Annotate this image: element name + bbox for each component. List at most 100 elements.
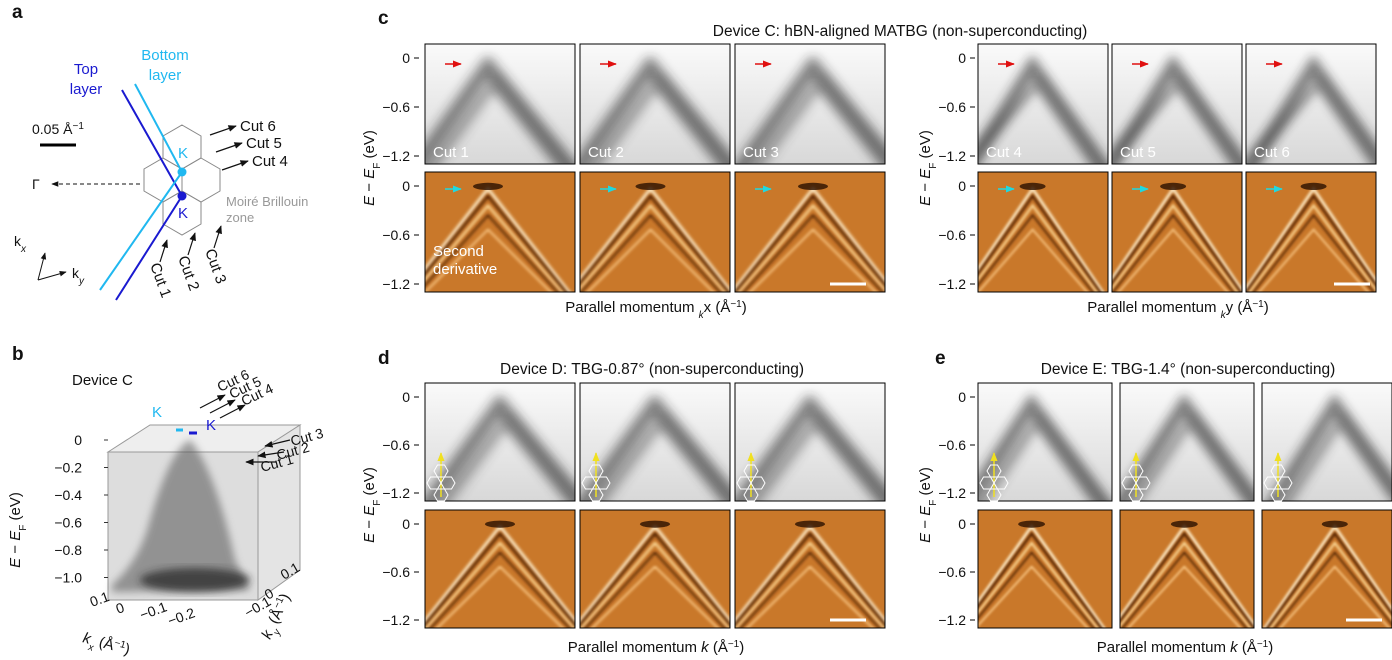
y-tick-label: 0 (958, 389, 966, 405)
y-axis-label: E − EF (eV) (361, 467, 383, 543)
energy-tick-label: 0 (74, 432, 82, 448)
band (737, 203, 885, 292)
band (1112, 193, 1242, 292)
lattice-icon (750, 476, 766, 490)
band (580, 213, 722, 292)
arpes-image (1120, 383, 1254, 501)
band (735, 54, 885, 164)
lattice-icon (993, 476, 1009, 490)
y-tick-label: −0.6 (938, 99, 966, 115)
cut-label: Cut 4 (252, 153, 288, 170)
text-part: k (14, 233, 22, 249)
text-part: Parallel momentum (1087, 299, 1220, 316)
band (1112, 74, 1242, 164)
y-tick-label: −1.2 (938, 276, 966, 292)
text-part: F (928, 163, 939, 169)
band (580, 392, 730, 501)
y-tick-label: −0.6 (382, 99, 410, 115)
text-part: (Å (93, 633, 116, 654)
text-part: y (78, 276, 85, 287)
text-part: E (917, 168, 934, 179)
y-tick-label: 0 (958, 50, 966, 66)
kx-tick-label: 0 (114, 599, 127, 617)
lattice-icon (743, 488, 759, 502)
y-tick-label: −1.2 (938, 148, 966, 164)
bottom-layer-label: layer (149, 67, 182, 84)
text-part: k (1221, 310, 1227, 321)
band (1112, 203, 1239, 292)
image-frame (579, 382, 731, 502)
band (1246, 193, 1376, 292)
lattice-icon (440, 476, 456, 490)
kx-label: kx (14, 233, 27, 255)
energy-tick-label: −0.8 (54, 542, 82, 558)
band (748, 228, 878, 292)
image-frame (579, 43, 731, 165)
flat-band (1160, 182, 1187, 190)
text-part: (eV) (361, 130, 378, 163)
y-tick-label: 0 (958, 178, 966, 194)
band (978, 74, 1102, 164)
band (435, 565, 565, 628)
image-frame (1261, 382, 1392, 502)
text-part: 0.05 Å (32, 121, 73, 137)
derivative-image (1120, 510, 1254, 628)
text-part: ) (1268, 639, 1273, 656)
image-frame (977, 509, 1113, 629)
flat-band (473, 182, 503, 190)
y-tick-label: −0.6 (382, 437, 410, 453)
text-part: E (7, 557, 24, 568)
derivative-image (978, 510, 1112, 628)
k-point (177, 191, 187, 201)
band (748, 411, 885, 501)
arpes-image (978, 383, 1112, 501)
image-frame (734, 382, 886, 502)
text-part: −1 (1252, 299, 1264, 310)
x-axis-label: Parallel momentum ky (Å−1) (1087, 299, 1268, 321)
flat-band (1170, 520, 1198, 528)
arpes-image (1112, 44, 1242, 164)
text-part: −1 (271, 595, 286, 610)
flat-band (795, 520, 825, 528)
band (1127, 565, 1242, 628)
image-frame (1245, 171, 1377, 293)
text-part: E (917, 532, 934, 543)
band (1121, 550, 1248, 628)
text-part: Parallel momentum (568, 639, 701, 656)
band (425, 203, 564, 292)
band (978, 550, 1095, 628)
k-label: K (152, 404, 162, 421)
band (438, 411, 575, 501)
arpes-image (735, 44, 885, 164)
image-frame (424, 171, 576, 293)
image-frame (579, 509, 731, 629)
k-label: K (178, 145, 188, 162)
band (593, 411, 730, 501)
y-tick-label: −1.2 (382, 276, 410, 292)
text-part: E (7, 530, 24, 541)
cut-label: Cut 3 (201, 247, 229, 287)
energy-tick-label: −0.6 (54, 515, 82, 531)
y-tick-label: −0.6 (382, 227, 410, 243)
band (580, 203, 726, 292)
image-frame (1261, 509, 1392, 629)
y-tick-label: −1.2 (382, 485, 410, 501)
band (735, 541, 885, 628)
y-tick-label: −1.2 (382, 612, 410, 628)
band (425, 193, 568, 292)
flat-band (1321, 520, 1348, 528)
image-frame (734, 171, 886, 293)
band (735, 193, 885, 292)
image-frame (1111, 43, 1243, 165)
panel-letter: a (12, 2, 23, 23)
scale-bar-label: 0.05 Å−1 (32, 121, 84, 138)
x-axis-label: Parallel momentum k (Å−1) (1097, 639, 1273, 657)
band (425, 541, 575, 628)
band (580, 54, 730, 164)
text-part: −1 (728, 639, 740, 650)
moire-bz-label: Moiré Brillouin (226, 194, 308, 209)
band (735, 392, 885, 501)
kx-tick-label: 0.1 (88, 588, 112, 610)
cut-label: Cut 1 (146, 261, 174, 301)
flat-band (1018, 520, 1045, 528)
